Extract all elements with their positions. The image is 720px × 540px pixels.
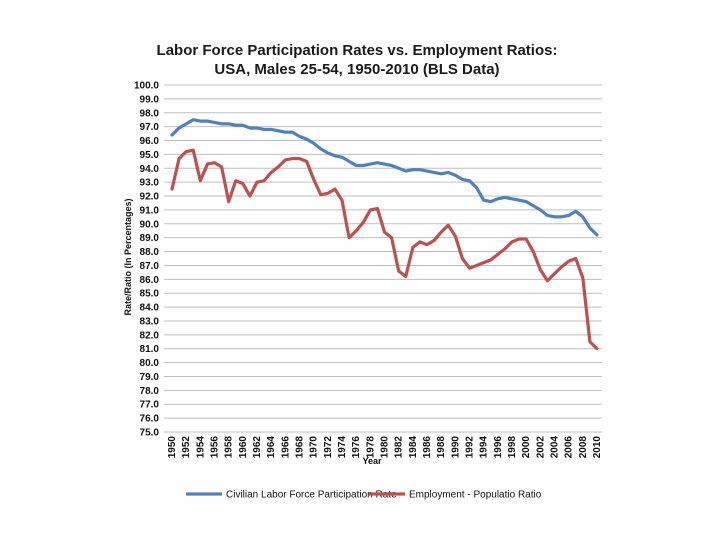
y-tick-label: 91.0 bbox=[140, 205, 160, 216]
y-tick-label: 76.0 bbox=[140, 414, 160, 425]
y-tick-label: 90.0 bbox=[140, 219, 160, 230]
x-tick-label: 1992 bbox=[465, 436, 476, 459]
x-tick-label: 1966 bbox=[280, 436, 291, 459]
x-tick-label: 1998 bbox=[507, 436, 518, 459]
legend-label-1: Civilian Labor Force Participation Rate bbox=[226, 490, 397, 501]
y-tick-label: 98.0 bbox=[140, 108, 160, 119]
x-tick-label: 1964 bbox=[266, 436, 277, 459]
y-tick-label: 92.0 bbox=[140, 192, 160, 203]
gridlines bbox=[164, 84, 602, 433]
y-tick-label: 97.0 bbox=[140, 122, 160, 133]
x-tick-label: 1994 bbox=[479, 436, 490, 459]
y-tick-labels: 75.0 76.0 77.0 78.0 79.0 80.0 81.0 82.0 83.0 84.0… bbox=[134, 81, 159, 439]
y-axis-label: Rate/Ratio (In Percentages) bbox=[123, 198, 133, 315]
x-tick-label: 1952 bbox=[181, 436, 192, 459]
x-tick-label: 1980 bbox=[380, 436, 391, 459]
y-tick-label: 89.0 bbox=[140, 233, 160, 244]
y-tick-label: 88.0 bbox=[140, 247, 160, 258]
series-line-1 bbox=[170, 118, 599, 237]
x-tick-label: 1996 bbox=[493, 436, 504, 459]
y-tick-label: 94.0 bbox=[140, 164, 160, 175]
x-tick-label: 1968 bbox=[295, 436, 306, 459]
y-tick-label: 83.0 bbox=[140, 316, 160, 327]
x-tick-label: 1950 bbox=[167, 436, 178, 459]
y-tick-label: 81.0 bbox=[140, 344, 160, 355]
x-tick-label: 1974 bbox=[337, 436, 348, 459]
x-axis-label: Year bbox=[362, 456, 382, 466]
x-tick-label: 1956 bbox=[210, 436, 221, 459]
x-tick-label: 1982 bbox=[394, 436, 405, 459]
x-tick-label: 2010 bbox=[592, 436, 603, 459]
y-tick-label: 100.0 bbox=[134, 81, 159, 92]
x-tick-label: 1958 bbox=[224, 436, 235, 459]
x-tick-label: 1984 bbox=[408, 436, 419, 459]
y-tick-label: 79.0 bbox=[140, 372, 160, 383]
x-tick-label: 2006 bbox=[564, 436, 575, 459]
x-tick-label: 2008 bbox=[578, 436, 589, 459]
y-tick-label: 99.0 bbox=[140, 94, 160, 105]
y-tick-label: 95.0 bbox=[140, 150, 160, 161]
y-tick-label: 93.0 bbox=[140, 178, 160, 189]
y-tick-label: 77.0 bbox=[140, 400, 160, 411]
x-tick-label: 1986 bbox=[422, 436, 433, 459]
y-tick-label: 87.0 bbox=[140, 261, 160, 272]
chart-title-line-2: USA, Males 25-54, 1950-2010 (BLS Data) bbox=[214, 61, 499, 78]
series-line-2 bbox=[170, 148, 599, 351]
y-tick-label: 80.0 bbox=[140, 358, 160, 369]
x-tick-label: 1972 bbox=[323, 436, 334, 459]
x-tick-labels: 1950 1952 1954 1956 1958 1960 1962 1964 1966 1968… bbox=[167, 436, 603, 459]
legend: Civilian Labor Force Participation Rate E… bbox=[186, 490, 542, 501]
x-tick-label: 1990 bbox=[450, 436, 461, 459]
x-tick-label: 1970 bbox=[309, 436, 320, 459]
y-tick-label: 96.0 bbox=[140, 136, 160, 147]
series-lines bbox=[170, 118, 599, 351]
x-tick-label: 1988 bbox=[436, 436, 447, 459]
y-tick-label: 75.0 bbox=[140, 428, 160, 439]
y-tick-label: 85.0 bbox=[140, 289, 160, 300]
chart-title-line-1: Labor Force Participation Rates vs. Empl… bbox=[157, 42, 558, 59]
y-tick-label: 84.0 bbox=[140, 303, 160, 314]
y-tick-label: 82.0 bbox=[140, 330, 160, 341]
x-tick-label: 1978 bbox=[365, 436, 376, 459]
y-tick-label: 86.0 bbox=[140, 275, 160, 286]
x-tick-label: 2002 bbox=[535, 436, 546, 459]
y-tick-label: 78.0 bbox=[140, 386, 160, 397]
x-tick-label: 1960 bbox=[238, 436, 249, 459]
x-tick-label: 1962 bbox=[252, 436, 263, 459]
x-tick-label: 2004 bbox=[550, 436, 561, 459]
x-tick-label: 1954 bbox=[195, 436, 206, 459]
x-tick-label: 2000 bbox=[521, 436, 532, 459]
x-tick-label: 1976 bbox=[351, 436, 362, 459]
legend-label-2: Employment - Populatio Ratio bbox=[409, 490, 542, 501]
